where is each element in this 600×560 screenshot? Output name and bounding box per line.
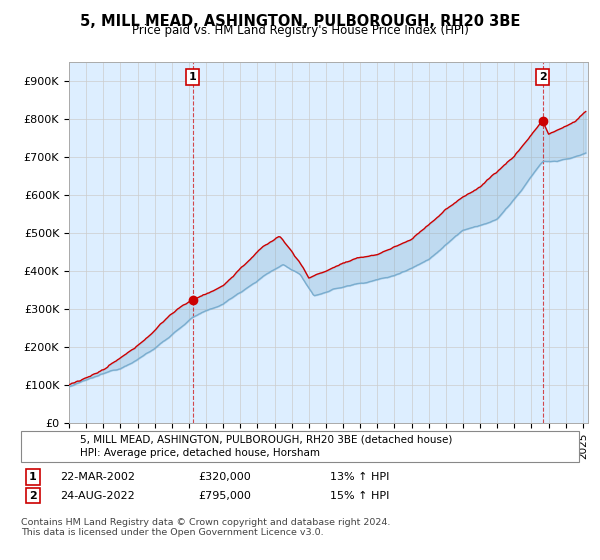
Text: Price paid vs. HM Land Registry's House Price Index (HPI): Price paid vs. HM Land Registry's House … [131,24,469,37]
Text: HPI: Average price, detached house, Horsham: HPI: Average price, detached house, Hors… [80,449,320,459]
Text: £320,000: £320,000 [198,472,251,482]
Text: £795,000: £795,000 [198,491,251,501]
Text: 2: 2 [29,491,37,501]
Text: 15% ↑ HPI: 15% ↑ HPI [330,491,389,501]
Text: 24-AUG-2022: 24-AUG-2022 [60,491,135,501]
Text: 5, MILL MEAD, ASHINGTON, PULBOROUGH, RH20 3BE (detached house): 5, MILL MEAD, ASHINGTON, PULBOROUGH, RH2… [80,435,452,445]
Text: 5, MILL MEAD, ASHINGTON, PULBOROUGH, RH20 3BE: 5, MILL MEAD, ASHINGTON, PULBOROUGH, RH2… [80,14,520,29]
Text: 1: 1 [189,72,197,82]
Text: Contains HM Land Registry data © Crown copyright and database right 2024.
This d: Contains HM Land Registry data © Crown c… [21,518,391,538]
Text: 1: 1 [29,472,37,482]
Text: 2: 2 [539,72,547,82]
Text: 13% ↑ HPI: 13% ↑ HPI [330,472,389,482]
Text: 22-MAR-2002: 22-MAR-2002 [60,472,135,482]
